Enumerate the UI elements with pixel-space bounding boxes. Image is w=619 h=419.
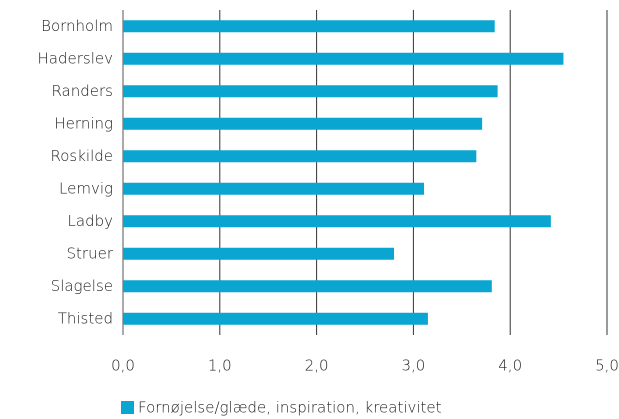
y-tick-label: Haderslev [38,49,113,67]
y-tick-label: Thisted [58,309,113,327]
y-tick-label: Ladby [68,212,114,230]
x-tick-label: 0,0 [111,357,135,375]
bar [123,215,551,228]
x-tick-label: 1,0 [208,357,232,375]
legend-label: Fornøjelse/glæde, inspiration, kreativit… [138,399,442,417]
y-tick-label: Bornholm [41,17,113,35]
y-tick-label: Struer [67,244,114,262]
legend-swatch [121,401,134,414]
y-tick-label: Randers [51,82,113,100]
bar [123,52,564,65]
y-tick-label: Slagelse [51,277,113,295]
y-tick-label: Lemvig [59,179,113,197]
bar [123,20,495,33]
x-tick-label: 2,0 [305,357,329,375]
bar [123,117,483,130]
y-tick-label: Roskilde [50,147,113,165]
bar [123,247,395,260]
x-tick-label: 5,0 [595,357,619,375]
y-tick-label: Herning [54,114,113,132]
bar [123,182,425,195]
x-tick-label: 4,0 [498,357,522,375]
bar [123,312,428,325]
x-tick-label: 3,0 [401,357,425,375]
bar [123,85,498,98]
bar [123,150,477,163]
bar [123,280,492,293]
